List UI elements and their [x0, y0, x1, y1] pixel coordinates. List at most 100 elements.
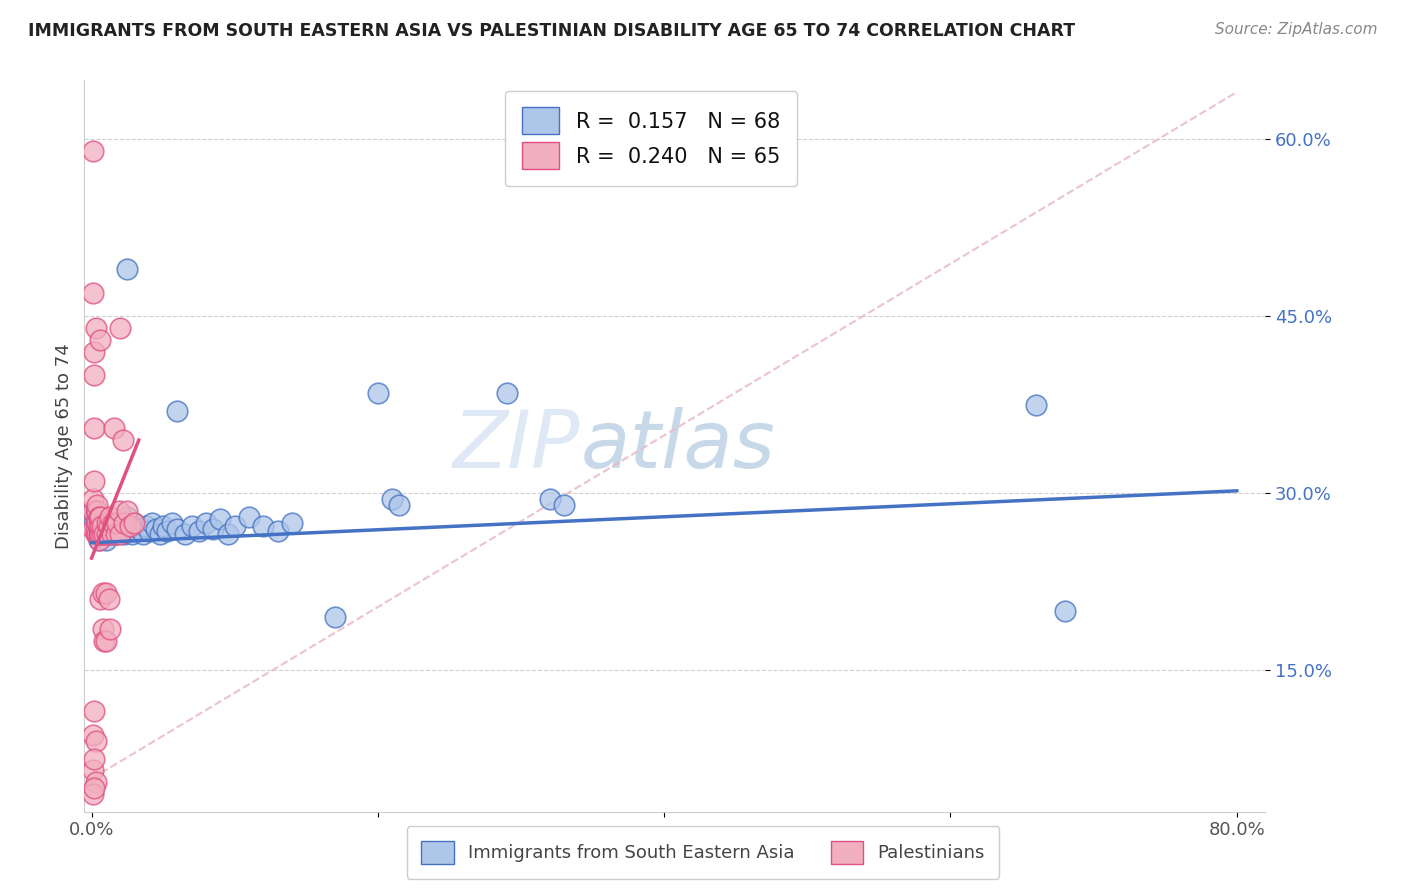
Point	[89, 527, 111, 541]
Point	[132, 527, 155, 541]
Point	[105, 527, 128, 541]
Point	[82, 787, 104, 801]
Point	[124, 516, 146, 530]
Point	[98, 527, 121, 541]
Point	[117, 509, 139, 524]
Point	[145, 522, 167, 536]
Point	[180, 519, 202, 533]
Point	[86, 516, 108, 530]
Point	[89, 592, 111, 607]
Point	[98, 622, 121, 636]
Point	[83, 344, 105, 359]
Point	[84, 522, 107, 536]
Point	[93, 527, 115, 541]
Point	[538, 492, 561, 507]
Point	[84, 522, 107, 536]
Point	[82, 144, 104, 158]
Point	[93, 524, 115, 538]
Point	[252, 519, 274, 533]
Point	[82, 504, 104, 518]
Point	[127, 524, 149, 538]
Point	[1053, 604, 1076, 618]
Point	[96, 519, 118, 533]
Text: Source: ZipAtlas.com: Source: ZipAtlas.com	[1215, 22, 1378, 37]
Point	[495, 385, 517, 400]
Point	[89, 509, 111, 524]
Point	[84, 775, 107, 789]
Point	[87, 527, 110, 541]
Point	[87, 533, 110, 548]
Point	[83, 705, 105, 719]
Point	[108, 516, 131, 530]
Point	[90, 527, 112, 541]
Point	[195, 516, 218, 530]
Point	[120, 522, 142, 536]
Point	[83, 516, 105, 530]
Point	[266, 524, 288, 538]
Point	[98, 509, 121, 524]
Point	[107, 504, 129, 518]
Point	[166, 522, 188, 536]
Point	[149, 527, 172, 541]
Point	[94, 533, 117, 548]
Point	[93, 633, 115, 648]
Point	[84, 516, 107, 530]
Point	[224, 519, 246, 533]
Point	[87, 524, 110, 538]
Point	[141, 516, 163, 530]
Text: IMMIGRANTS FROM SOUTH EASTERN ASIA VS PALESTINIAN DISABILITY AGE 65 TO 74 CORREL: IMMIGRANTS FROM SOUTH EASTERN ASIA VS PA…	[28, 22, 1076, 40]
Point	[381, 492, 404, 507]
Y-axis label: Disability Age 65 to 74: Disability Age 65 to 74	[55, 343, 73, 549]
Text: ZIP: ZIP	[453, 407, 581, 485]
Point	[238, 509, 260, 524]
Point	[120, 519, 142, 533]
Point	[86, 498, 108, 512]
Point	[97, 592, 120, 607]
Point	[82, 285, 104, 300]
Point	[97, 519, 120, 533]
Point	[202, 522, 225, 536]
Point	[107, 522, 129, 536]
Point	[129, 522, 152, 536]
Point	[114, 527, 136, 541]
Point	[160, 516, 183, 530]
Point	[96, 527, 118, 541]
Point	[100, 522, 122, 536]
Point	[87, 533, 110, 548]
Point	[83, 368, 105, 383]
Point	[121, 527, 143, 541]
Legend: R =  0.157   N = 68, R =  0.240   N = 65: R = 0.157 N = 68, R = 0.240 N = 65	[505, 91, 797, 186]
Point	[281, 516, 304, 530]
Point	[83, 421, 105, 435]
Point	[87, 519, 110, 533]
Point	[108, 321, 131, 335]
Point	[117, 262, 139, 277]
Point	[96, 516, 118, 530]
Point	[166, 403, 188, 417]
Point	[82, 504, 104, 518]
Point	[90, 527, 112, 541]
Text: atlas: atlas	[581, 407, 775, 485]
Point	[86, 504, 108, 518]
Point	[84, 504, 107, 518]
Point	[135, 519, 157, 533]
Point	[89, 519, 111, 533]
Point	[94, 586, 117, 600]
Point	[110, 524, 132, 538]
Point	[94, 633, 117, 648]
Point	[83, 781, 105, 796]
Point	[90, 512, 112, 526]
Point	[115, 522, 138, 536]
Point	[89, 333, 111, 347]
Point	[117, 504, 139, 518]
Point	[103, 524, 125, 538]
Point	[138, 524, 160, 538]
Point	[82, 522, 104, 536]
Point	[101, 516, 124, 530]
Point	[101, 516, 124, 530]
Point	[100, 527, 122, 541]
Point	[1025, 398, 1047, 412]
Point	[86, 516, 108, 530]
Point	[553, 498, 575, 512]
Point	[82, 728, 104, 742]
